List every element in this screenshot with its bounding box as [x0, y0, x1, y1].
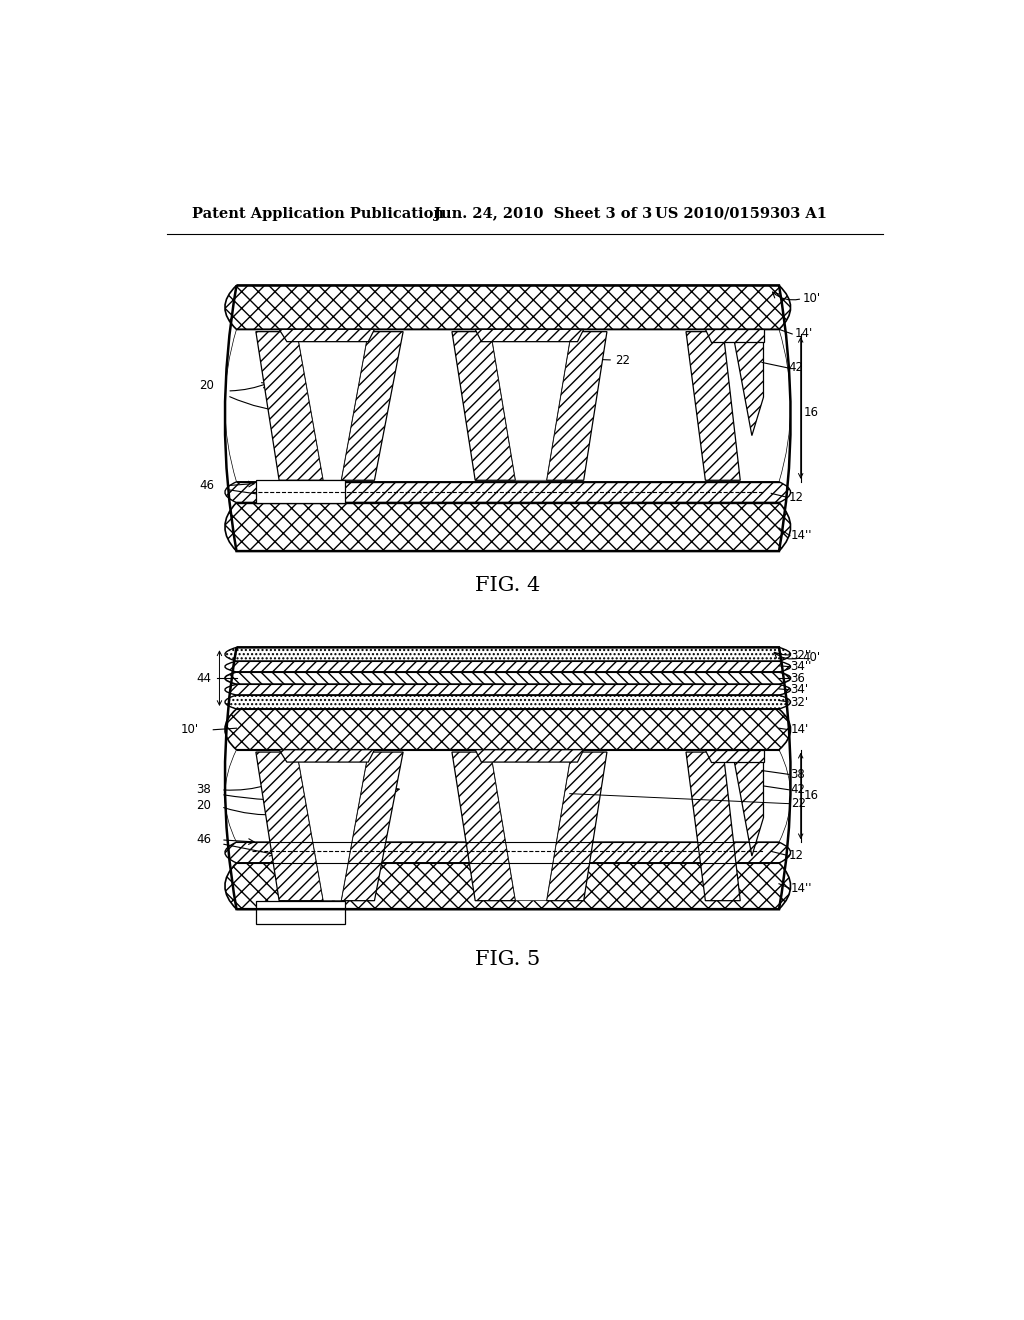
Text: 42: 42: [791, 783, 806, 796]
PathPatch shape: [225, 482, 791, 503]
Text: 22: 22: [614, 354, 630, 367]
Polygon shape: [686, 331, 740, 480]
Polygon shape: [452, 331, 515, 480]
Text: FIG. 5: FIG. 5: [475, 949, 541, 969]
Polygon shape: [280, 330, 375, 342]
Polygon shape: [732, 752, 764, 857]
Text: 10': 10': [802, 292, 820, 305]
Text: 32'': 32'': [791, 648, 812, 661]
Text: 14': 14': [795, 327, 813, 341]
Text: 32': 32': [791, 696, 809, 709]
Text: 34': 34': [791, 684, 809, 696]
Text: 44: 44: [197, 672, 211, 685]
PathPatch shape: [225, 863, 791, 909]
Polygon shape: [297, 331, 369, 480]
Polygon shape: [256, 331, 324, 480]
Polygon shape: [490, 752, 571, 900]
Polygon shape: [475, 750, 584, 762]
Text: 12: 12: [788, 849, 803, 862]
Text: 42: 42: [788, 362, 803, 375]
Polygon shape: [490, 331, 571, 480]
PathPatch shape: [225, 503, 791, 552]
Text: 34'': 34'': [791, 660, 812, 673]
PathPatch shape: [225, 285, 791, 330]
Text: 16: 16: [804, 407, 819, 418]
PathPatch shape: [225, 647, 791, 661]
Text: 22: 22: [791, 797, 806, 810]
Polygon shape: [297, 752, 369, 900]
Text: 46: 46: [200, 479, 214, 492]
Polygon shape: [547, 752, 607, 900]
Text: 40': 40': [802, 651, 820, 664]
PathPatch shape: [225, 842, 791, 863]
Text: US 2010/0159303 A1: US 2010/0159303 A1: [655, 207, 827, 220]
Text: 46: 46: [197, 833, 211, 846]
Text: 14'': 14'': [791, 529, 812, 543]
Polygon shape: [256, 480, 345, 503]
Polygon shape: [547, 331, 607, 480]
PathPatch shape: [225, 709, 791, 750]
Text: FIG. 4: FIG. 4: [475, 577, 541, 595]
Polygon shape: [256, 752, 324, 900]
Text: 20: 20: [197, 799, 211, 812]
PathPatch shape: [225, 696, 791, 709]
Text: 14': 14': [791, 723, 809, 737]
PathPatch shape: [225, 330, 791, 482]
Text: 20: 20: [200, 379, 214, 392]
Text: 12: 12: [788, 491, 803, 504]
Polygon shape: [341, 752, 403, 900]
Polygon shape: [341, 331, 403, 480]
Polygon shape: [706, 750, 764, 762]
Polygon shape: [280, 750, 375, 762]
Text: 10': 10': [180, 723, 199, 737]
Polygon shape: [706, 330, 764, 342]
PathPatch shape: [225, 684, 791, 696]
Polygon shape: [732, 331, 764, 436]
Polygon shape: [256, 900, 345, 924]
Text: 36: 36: [791, 672, 806, 685]
PathPatch shape: [225, 672, 791, 684]
Text: Patent Application Publication: Patent Application Publication: [191, 207, 443, 220]
Polygon shape: [686, 752, 740, 900]
Text: 16: 16: [804, 789, 819, 803]
PathPatch shape: [225, 661, 791, 672]
Polygon shape: [475, 330, 584, 342]
PathPatch shape: [225, 750, 791, 842]
Polygon shape: [452, 752, 515, 900]
Text: Jun. 24, 2010  Sheet 3 of 3: Jun. 24, 2010 Sheet 3 of 3: [434, 207, 652, 220]
Text: 38: 38: [197, 783, 211, 796]
Text: 38: 38: [791, 768, 805, 781]
Text: 14'': 14'': [791, 882, 812, 895]
